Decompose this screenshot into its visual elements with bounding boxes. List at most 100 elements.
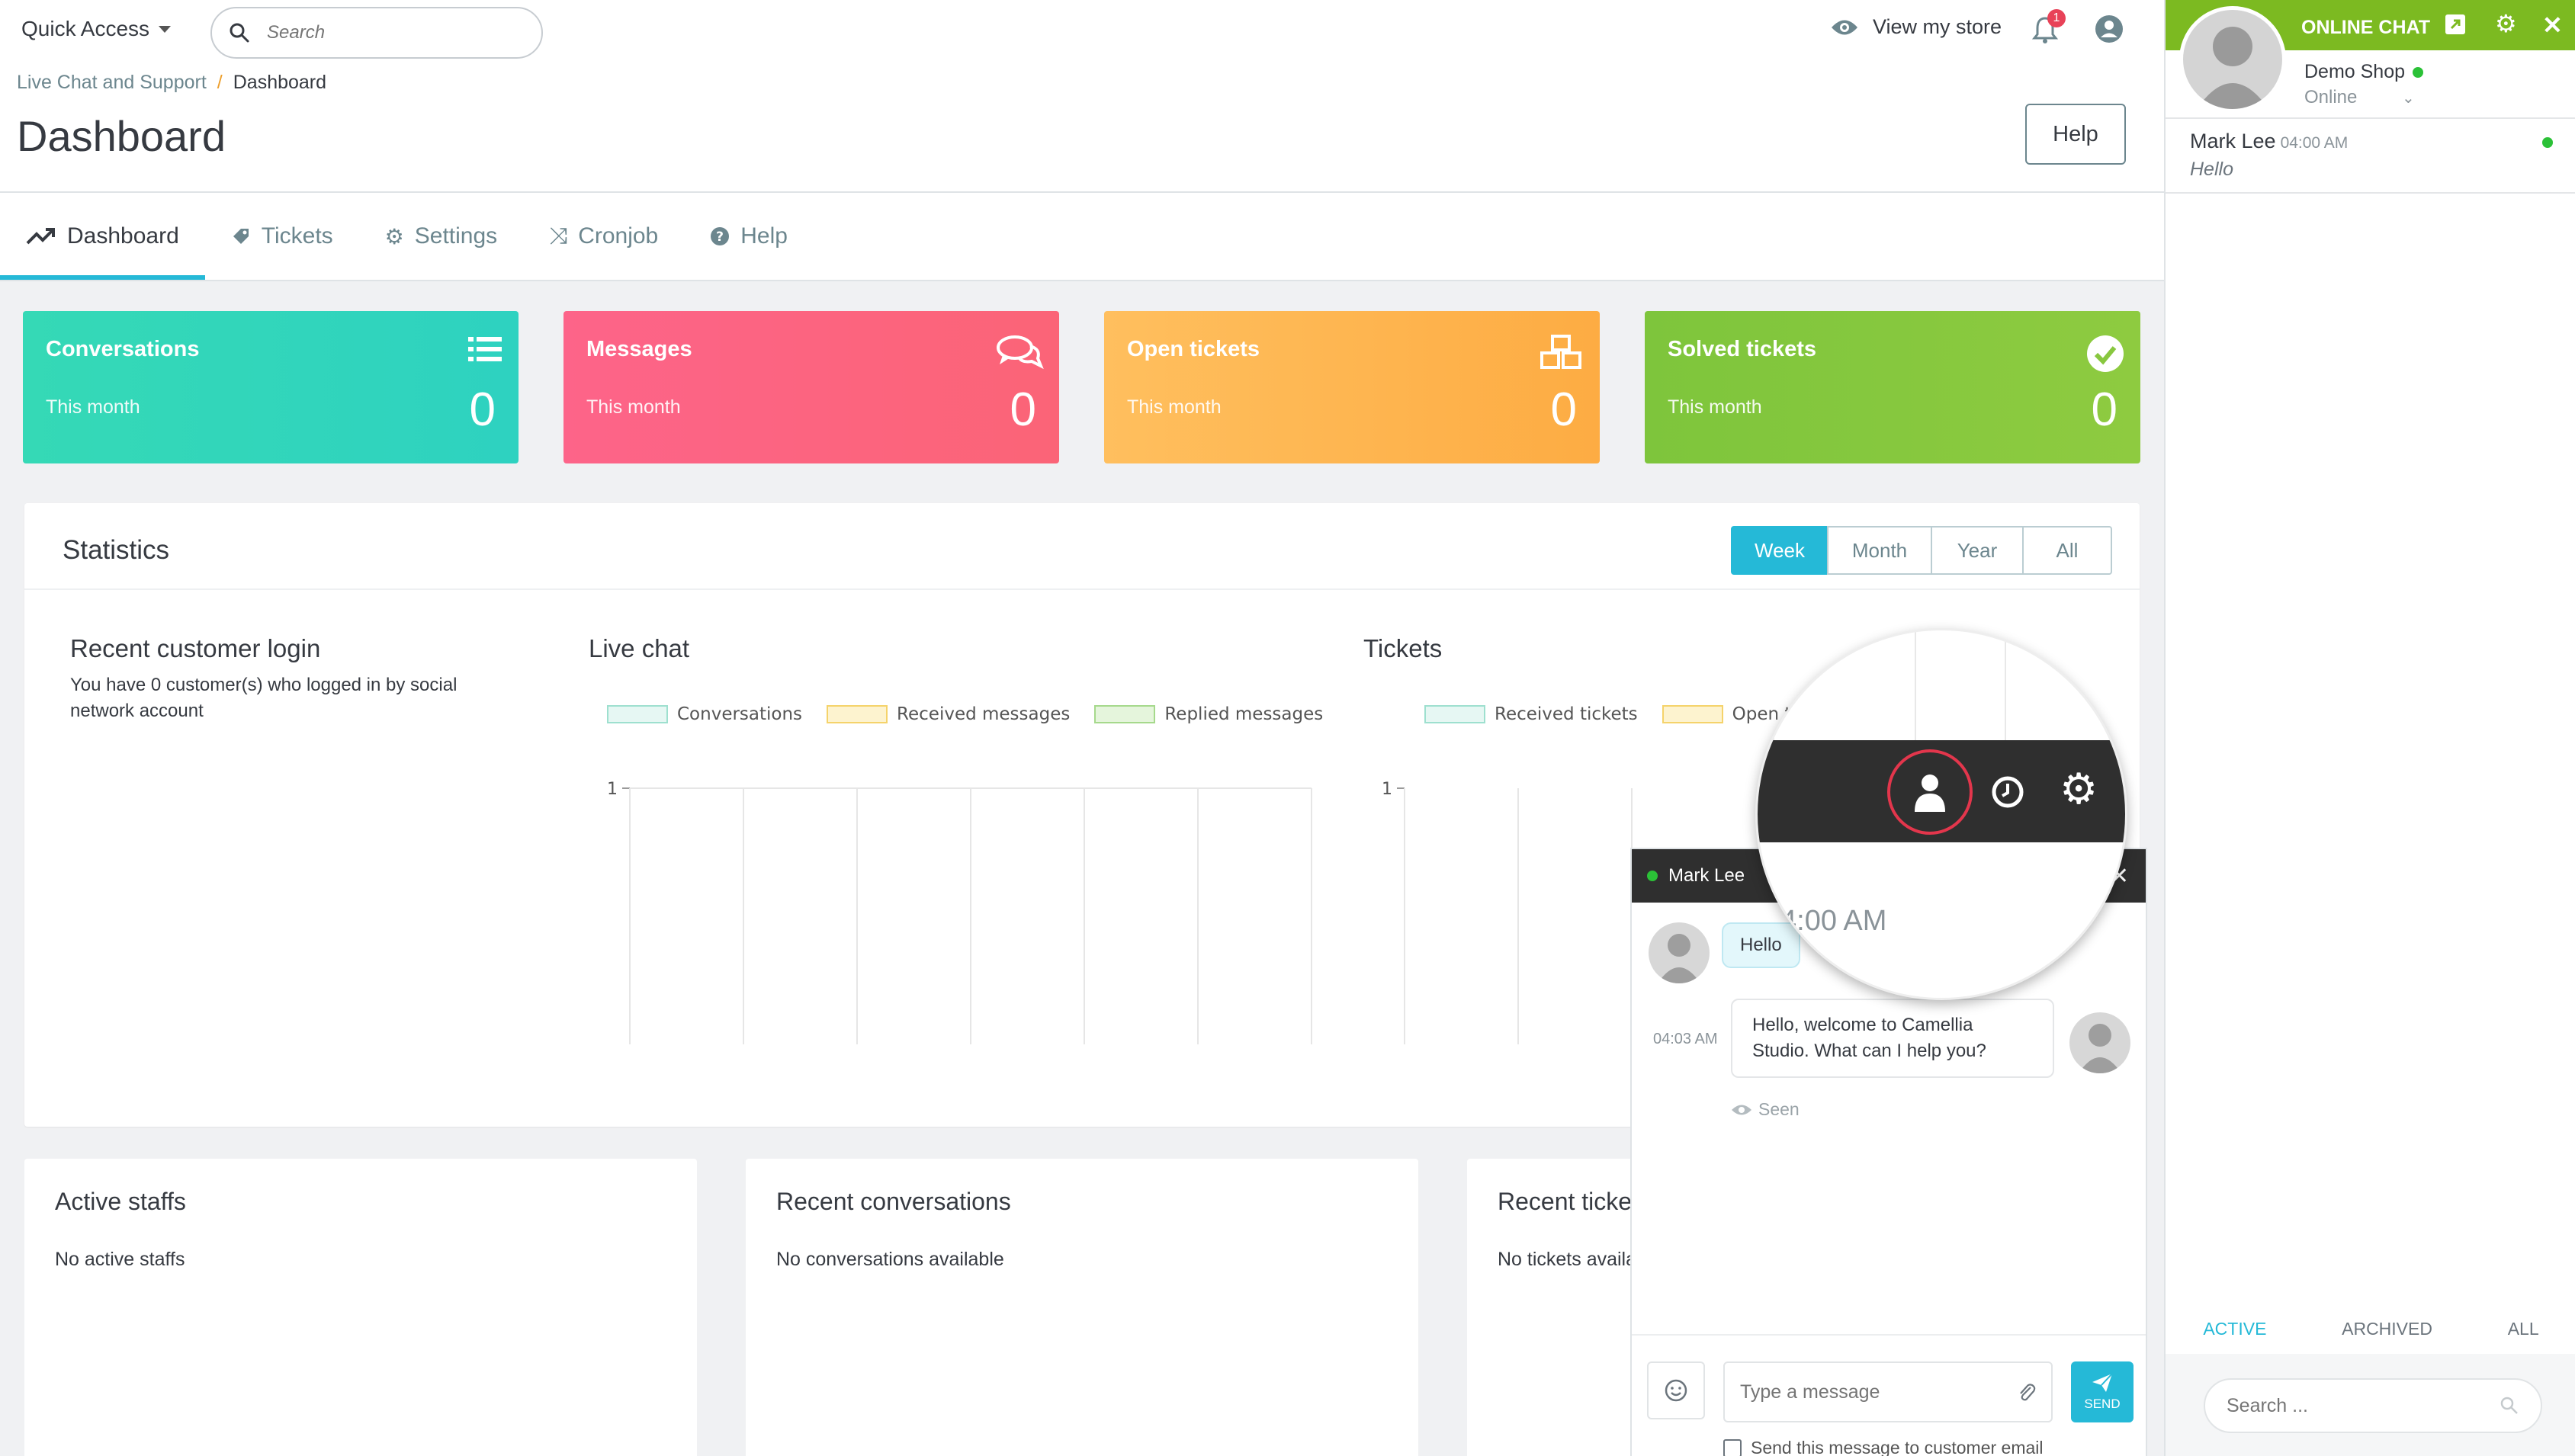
tab-all[interactable]: ALL <box>2507 1319 2539 1339</box>
legend-swatch-conversations <box>607 705 668 723</box>
status-dropdown[interactable]: Online ⌄ <box>2304 87 2415 108</box>
message-box <box>1723 1361 2053 1422</box>
question-icon: ? <box>711 227 730 245</box>
tab-tickets[interactable]: Tickets <box>205 193 359 280</box>
card-title: Messages <box>586 337 692 361</box>
tab-cronjob-label: Cronjob <box>578 223 659 249</box>
online-status-dot <box>2542 137 2553 148</box>
period-all-button[interactable]: All <box>2022 526 2112 575</box>
breadcrumb-current: Dashboard <box>233 72 327 93</box>
help-button[interactable]: Help <box>2025 104 2126 165</box>
y-tick-label: 1 <box>1382 780 1392 799</box>
tab-cronjob[interactable]: ⤨ Cronjob <box>523 193 684 280</box>
panel-empty-text: No active staffs <box>55 1249 185 1270</box>
customer-avatar <box>1649 922 1710 983</box>
breadcrumb-parent-link[interactable]: Live Chat and Support <box>17 72 207 93</box>
popout-icon[interactable] <box>2443 12 2467 37</box>
open-tickets-card[interactable]: Open tickets This month 0 <box>1104 311 1600 463</box>
online-status-dot <box>2413 66 2424 78</box>
chat-bubbles-icon <box>997 335 1044 370</box>
search-input[interactable] <box>267 22 519 43</box>
tab-help[interactable]: ? Help <box>684 193 814 280</box>
shop-name: Demo Shop <box>2304 61 2406 82</box>
solved-tickets-card[interactable]: Solved tickets This month 0 <box>1645 311 2140 463</box>
agent-avatar <box>2069 1012 2130 1073</box>
period-month-button[interactable]: Month <box>1827 526 1932 575</box>
live-chat-chart-title: Live chat <box>589 634 690 662</box>
online-chat-sidebar: ONLINE CHAT ⚙ ✕ Demo Shop Online ⌄ Mark … <box>2164 0 2575 1456</box>
clock-icon[interactable] <box>1991 775 2024 809</box>
trending-up-icon <box>26 228 55 245</box>
magnified-toolbar: ⚙ <box>1758 740 2125 842</box>
paperclip-icon[interactable] <box>2018 1381 2036 1403</box>
card-title: Solved tickets <box>1668 337 1817 361</box>
sidebar-title: ONLINE CHAT <box>2301 17 2430 38</box>
notifications-button[interactable]: 1 <box>2031 9 2066 48</box>
check-circle-icon <box>2087 335 2124 372</box>
tab-tickets-label: Tickets <box>261 223 333 249</box>
view-store-link[interactable]: View my store <box>1830 15 2002 39</box>
card-value: 0 <box>2091 383 2117 436</box>
quick-access-dropdown[interactable]: Quick Access <box>21 17 172 41</box>
y-tick-label: 1 <box>607 780 618 799</box>
email-checkbox-label: Send this message to customer email <box>1751 1438 2044 1456</box>
outgoing-message-bubble: Hello, welcome to Camellia Studio. What … <box>1731 999 2054 1078</box>
gear-icon[interactable]: ⚙ <box>2495 10 2517 37</box>
recent-login-text: You have 0 customer(s) who logged in by … <box>70 675 458 721</box>
divider <box>24 588 2140 590</box>
card-title: Conversations <box>46 337 200 361</box>
tickets-legend: Received tickets Open tic <box>1424 704 1806 724</box>
period-week-button[interactable]: Week <box>1731 526 1829 575</box>
conversation-name-row: Mark Lee 04:00 AM <box>2190 130 2348 153</box>
main-area: Quick Access View my store 1 Live Chat a… <box>0 0 2164 1456</box>
grid-line <box>1915 630 1916 740</box>
gear-icon[interactable]: ⚙ <box>2060 765 2098 813</box>
person-silhouette-icon <box>2197 27 2268 109</box>
search-box[interactable] <box>210 7 543 59</box>
emoji-button[interactable] <box>1647 1361 1705 1419</box>
shop-avatar[interactable] <box>2179 6 2286 113</box>
view-store-label: View my store <box>1873 15 2002 38</box>
online-status-dot <box>1647 871 1658 881</box>
message-input[interactable] <box>1740 1381 1992 1403</box>
close-icon[interactable]: ✕ <box>2542 11 2563 39</box>
send-button[interactable]: SEND <box>2071 1361 2134 1422</box>
card-subtitle: This month <box>586 396 681 418</box>
tab-active[interactable]: ACTIVE <box>2203 1319 2267 1339</box>
chat-composer: SEND Send this message to customer email <box>1632 1334 2146 1456</box>
search-icon <box>230 23 249 43</box>
panel-empty-text: No conversations available <box>776 1249 1004 1270</box>
card-value: 0 <box>1550 383 1577 436</box>
conversation-time: 04:00 AM <box>2280 134 2349 152</box>
messages-card[interactable]: Messages This month 0 <box>563 311 1059 463</box>
conversation-filter-tabs: ACTIVE ARCHIVED ALL <box>2166 1319 2575 1352</box>
live-chat-chart: 10MonTueWedThuFriSatSun <box>607 780 1312 1044</box>
panel-title: Active staffs <box>55 1188 186 1215</box>
svg-text:?: ? <box>716 229 724 245</box>
legend-label-conversations: Conversations <box>677 704 803 724</box>
email-checkbox-row[interactable]: Send this message to customer email <box>1723 1438 2044 1456</box>
tab-settings[interactable]: ⚙ Settings <box>359 193 524 280</box>
person-silhouette-icon <box>1658 934 1700 983</box>
live-chat-legend: Conversations Received messages Replied … <box>607 704 1323 724</box>
email-checkbox[interactable] <box>1723 1438 1742 1456</box>
incoming-message-bubble: Hello <box>1722 922 1800 968</box>
period-year-button[interactable]: Year <box>1931 526 2024 575</box>
tab-help-label: Help <box>740 223 788 249</box>
legend-swatch-open-tickets <box>1662 705 1723 723</box>
sidebar-search-box[interactable] <box>2204 1378 2542 1433</box>
eye-icon <box>1732 1105 1751 1114</box>
tab-dashboard[interactable]: Dashboard <box>0 193 205 280</box>
user-button-highlight[interactable] <box>1887 749 1973 835</box>
legend-label-received-tickets: Received tickets <box>1495 704 1638 724</box>
panel-title: Recent ticke <box>1498 1188 1633 1215</box>
notification-count-badge: 1 <box>2047 9 2066 27</box>
user-icon <box>1915 775 1945 812</box>
tab-archived[interactable]: ARCHIVED <box>2342 1319 2432 1339</box>
account-button[interactable] <box>2094 14 2124 48</box>
conversations-card[interactable]: Conversations This month 0 <box>23 311 519 463</box>
tab-dashboard-label: Dashboard <box>67 223 179 249</box>
sidebar-search-input[interactable] <box>2227 1394 2471 1417</box>
conversation-preview: Hello <box>2190 159 2233 180</box>
grid-line <box>2005 630 2006 740</box>
